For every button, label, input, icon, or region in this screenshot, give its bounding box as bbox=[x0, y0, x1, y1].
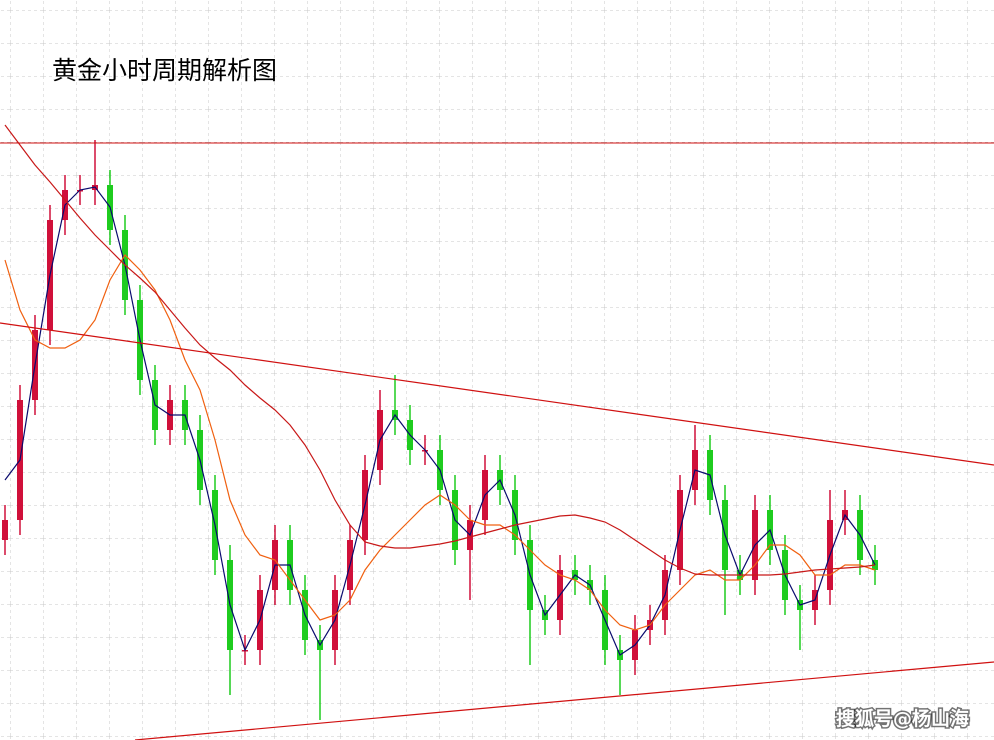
lower-trend-line bbox=[134, 661, 994, 740]
moving-average bbox=[4, 186, 876, 656]
moving-average bbox=[4, 254, 876, 631]
plot bbox=[2, 124, 878, 720]
moving-average bbox=[4, 124, 876, 576]
chart-title: 黄金小时周期解析图 bbox=[52, 56, 277, 85]
upper-trend-line bbox=[0, 322, 994, 466]
watermark: 搜狐号@杨山海 bbox=[836, 707, 969, 730]
candle-body bbox=[2, 520, 8, 540]
